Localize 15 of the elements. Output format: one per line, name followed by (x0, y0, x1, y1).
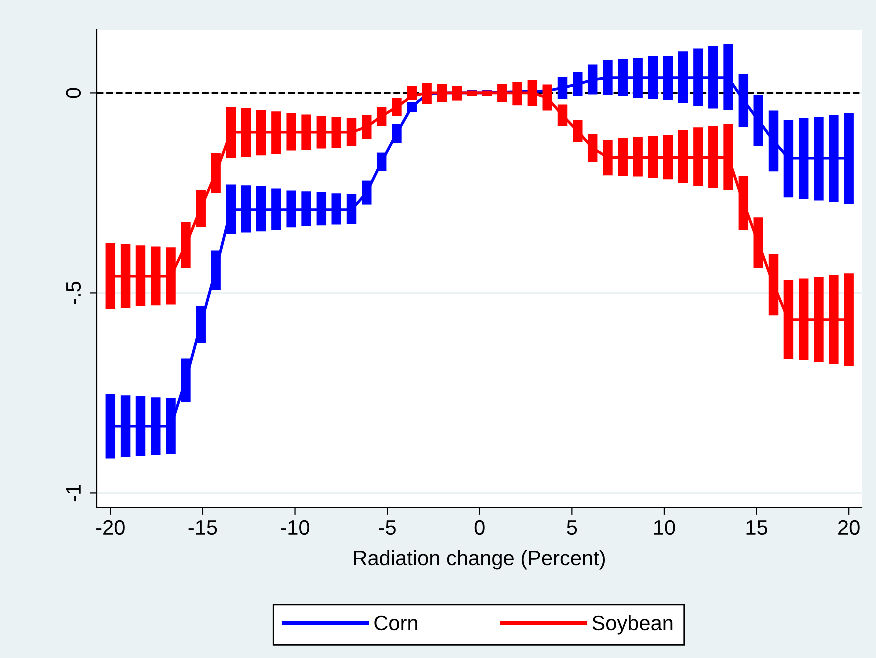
y-tick-label: -1 (66, 484, 81, 502)
x-tick-label: -10 (281, 520, 310, 536)
x-axis-title: Radiation change (Percent) (354, 550, 606, 570)
x-tick-label: -15 (188, 520, 218, 536)
legend-label: Corn (374, 616, 418, 631)
legend-label: Soybean (592, 615, 673, 635)
x-tick-label: 10 (654, 520, 676, 536)
x-tick-label: -5 (379, 520, 396, 536)
x-tick-label: 0 (474, 520, 485, 536)
y-tick-label: 0 (66, 88, 82, 98)
y-tick-label: -.5 (66, 282, 82, 304)
x-tick-label: 5 (567, 520, 578, 536)
x-tick-label: -20 (96, 520, 125, 536)
x-tick-label: 15 (746, 520, 768, 536)
x-tick-label: 20 (838, 520, 860, 536)
